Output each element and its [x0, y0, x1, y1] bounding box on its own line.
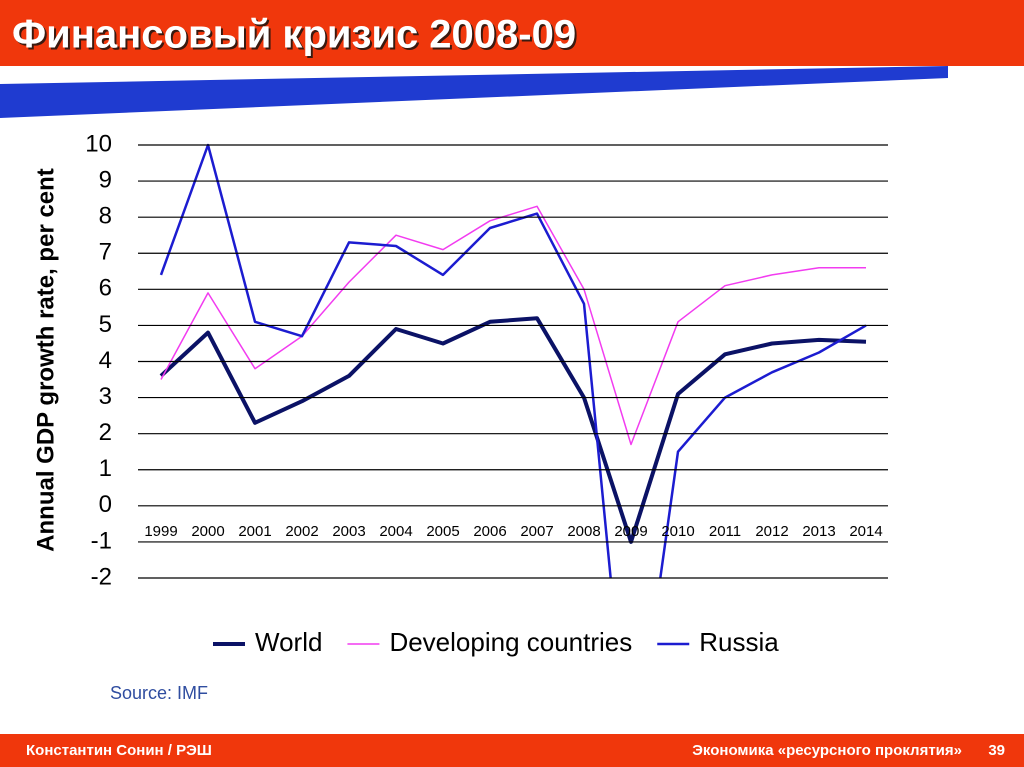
y-tick-label: 6	[99, 275, 112, 302]
x-tick-label: 2012	[755, 523, 788, 540]
x-tick-label: 2013	[802, 523, 835, 540]
y-tick-label: -2	[91, 563, 112, 590]
title-shadow: Финансовый кризис 2008-09	[14, 15, 578, 59]
series-line	[159, 316, 867, 544]
y-tick-label: 7	[99, 239, 112, 266]
slide-title: Финансовый кризис 2008-09	[12, 13, 576, 57]
y-tick-label: 1	[99, 455, 112, 482]
title-band	[0, 66, 948, 118]
legend-label: Russia	[699, 627, 779, 657]
footer-right: Экономика «ресурсного проклятия»	[692, 742, 962, 759]
y-tick-label: 9	[99, 166, 112, 193]
x-tick-label: 2010	[661, 523, 694, 540]
x-tick-label: 2002	[285, 523, 318, 540]
x-tick-label: 2011	[709, 523, 741, 540]
x-tick-label: 2006	[473, 523, 506, 540]
series-line	[160, 205, 866, 446]
y-tick-label: 5	[99, 311, 112, 338]
y-tick-label: 0	[99, 491, 112, 518]
footer-bar	[0, 734, 1024, 767]
x-tick-label: 2008	[567, 523, 600, 540]
y-tick-label: 3	[99, 383, 112, 410]
x-tick-label: 2004	[379, 523, 412, 540]
page-number: 39	[988, 742, 1005, 759]
y-axis-label: Annual GDP growth rate, per cent	[32, 168, 59, 552]
x-tick-label: 2009	[614, 523, 647, 540]
footer-left: Константин Сонин / РЭШ	[26, 742, 212, 759]
x-tick-label: 1999	[144, 523, 177, 540]
x-tick-label: 2001	[238, 523, 271, 540]
y-tick-label: 8	[99, 203, 112, 230]
x-tick-label: 2007	[520, 523, 553, 540]
legend-label: World	[255, 627, 322, 657]
x-tick-label: 2000	[191, 523, 224, 540]
series-line	[159, 143, 867, 578]
x-tick-label: 2003	[332, 523, 365, 540]
x-tick-label: 2005	[426, 523, 459, 540]
y-tick-label: 4	[99, 347, 112, 374]
plot-area	[159, 143, 867, 578]
source: Source: IMF	[110, 683, 208, 703]
y-tick-label: -1	[91, 527, 112, 554]
legend-label: Developing countries	[389, 627, 632, 657]
y-tick-label: 2	[99, 419, 112, 446]
title-bar	[0, 0, 1024, 66]
y-tick-label: 10	[85, 130, 112, 157]
x-tick-label: 2014	[849, 523, 882, 540]
